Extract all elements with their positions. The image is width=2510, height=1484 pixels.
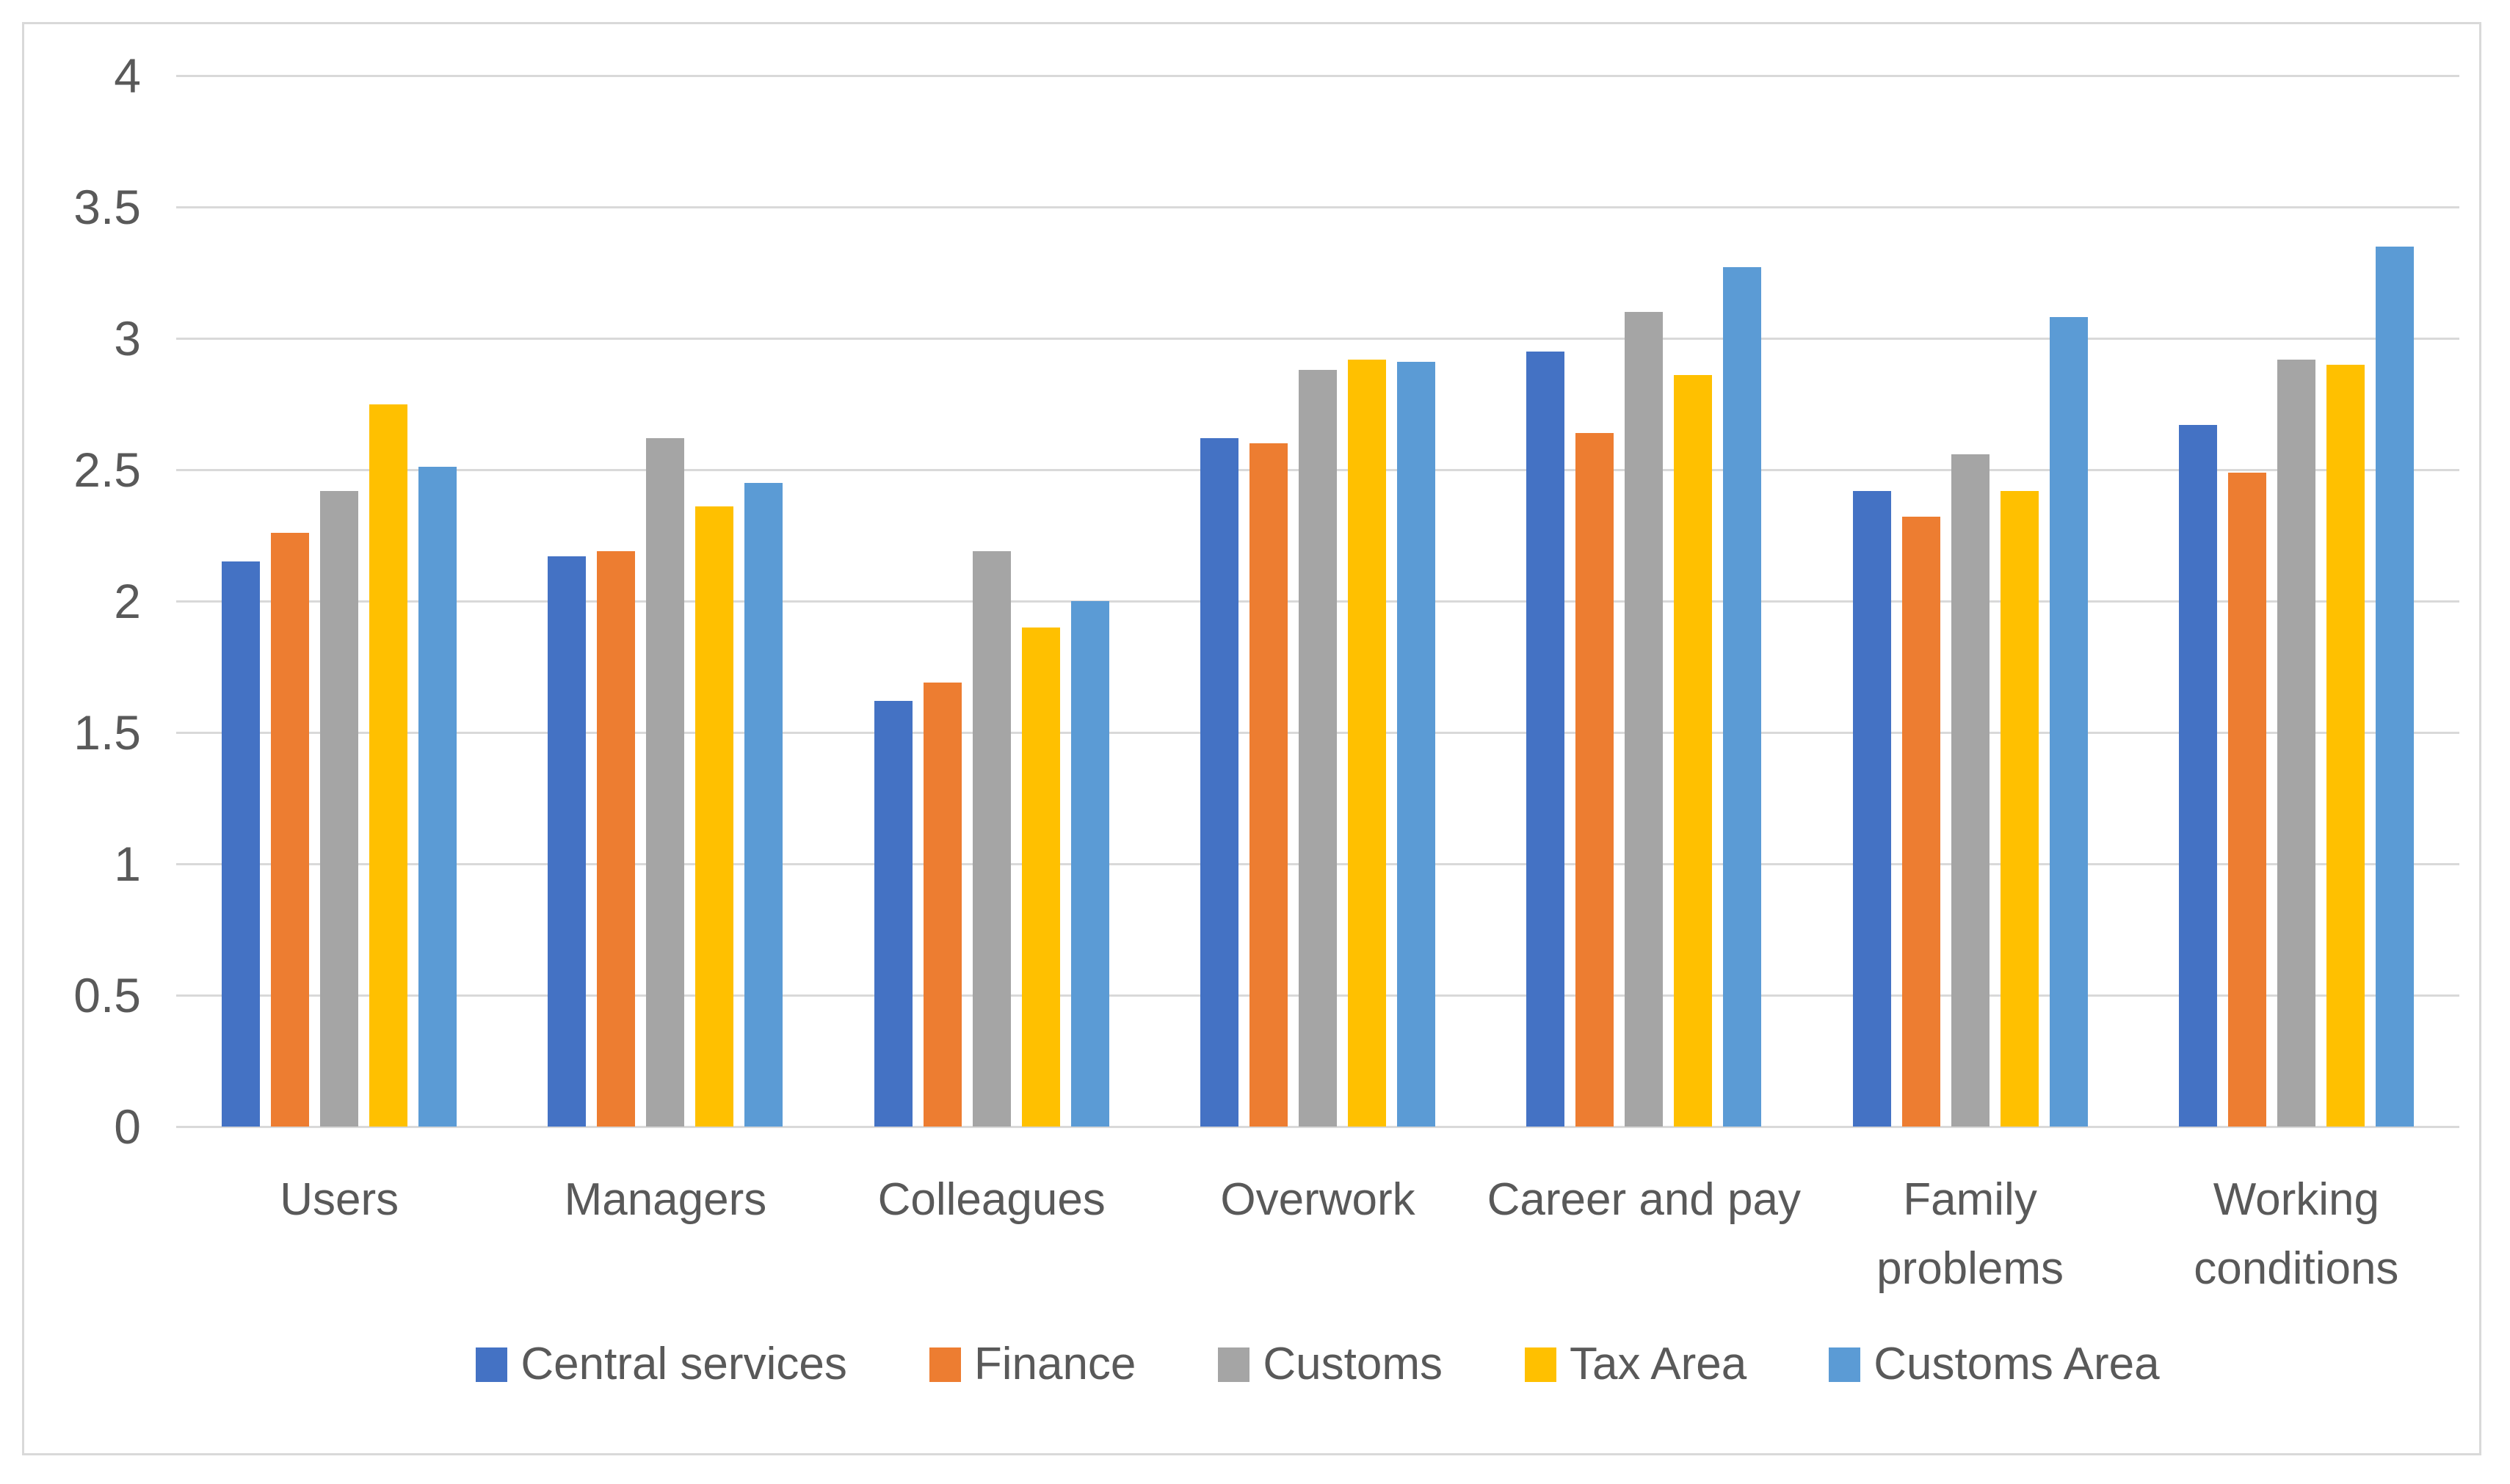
bar-group-career-and-pay (1481, 76, 1807, 1127)
bar-central-services (548, 556, 587, 1127)
y-tick-label: 0 (114, 1099, 141, 1154)
bar-finance (1575, 432, 1614, 1127)
bar-customs (1625, 312, 1664, 1127)
legend-swatch-icon (1525, 1347, 1557, 1382)
bar-tax-area (2326, 364, 2365, 1127)
bar-tax-area (369, 404, 408, 1127)
bar-central-services (1526, 351, 1565, 1127)
bar-finance (1901, 517, 1940, 1127)
y-tick-label: 0.5 (73, 968, 141, 1022)
bar-finance (271, 532, 310, 1127)
bar-central-services (2178, 425, 2217, 1127)
gridline (176, 337, 2459, 340)
x-category-label: Working conditions (2194, 1174, 2399, 1294)
y-tick-label: 1 (114, 837, 141, 891)
legend-swatch-icon (1829, 1347, 1861, 1382)
y-axis: 0 0.5 1 1.5 2 2.5 3 3.5 4 (0, 51, 141, 1151)
bar-tax-area (1674, 375, 1713, 1127)
bar-tax-area (1021, 627, 1060, 1127)
bar-finance (2227, 472, 2266, 1127)
x-category-label: Colleagues (877, 1174, 1106, 1225)
bar-tax-area (2000, 490, 2039, 1127)
x-category-label: Career and pay (1487, 1174, 1801, 1225)
bar-finance (597, 550, 636, 1127)
legend-item-finance: Finance (929, 1342, 1136, 1387)
bar-customs-area (2049, 317, 2088, 1127)
gridline (176, 205, 2459, 208)
legend-item-central-services: Central services (476, 1339, 847, 1389)
bar-tax-area (695, 506, 734, 1127)
legend: Central services Finance Customs Tax Area Cu… (176, 1342, 2459, 1387)
legend-label: Tax Area (1570, 1339, 1747, 1389)
gridline (176, 74, 2459, 77)
legend-swatch-icon (1218, 1347, 1250, 1382)
bar-customs (646, 438, 685, 1127)
bar-group-users (176, 76, 502, 1127)
x-category-label: Overwork (1220, 1174, 1415, 1225)
bar-customs-area (2375, 246, 2414, 1127)
bar-central-services (1852, 490, 1891, 1127)
bar-customs-area (1396, 362, 1435, 1127)
bar-customs-area (418, 467, 457, 1127)
bar-group-managers (502, 76, 828, 1127)
y-tick-label: 3 (114, 311, 141, 365)
bar-customs-area (744, 482, 783, 1127)
y-tick-label: 1.5 (73, 705, 141, 760)
bar-tax-area (1347, 359, 1386, 1127)
x-category-label: Users (280, 1174, 399, 1225)
x-category-label: Managers (564, 1174, 767, 1225)
x-axis: Users Managers Colleagues Overwork Career an… (176, 1165, 2459, 1303)
legend-item-tax-area: Tax Area (1525, 1342, 1747, 1387)
bar-central-services (874, 701, 913, 1127)
bars-layer (176, 76, 2459, 1127)
gridline (176, 1125, 2459, 1128)
bar-central-services (222, 561, 261, 1127)
legend-label: Finance (973, 1339, 1136, 1389)
y-tick-label: 2 (114, 574, 141, 628)
bar-finance (923, 682, 962, 1127)
y-tick-label: 3.5 (73, 180, 141, 234)
legend-label: Central services (521, 1339, 847, 1389)
legend-swatch-icon (476, 1347, 508, 1382)
bar-central-services (1200, 438, 1238, 1127)
legend-label: Customs (1263, 1339, 1443, 1389)
bar-customs (1951, 454, 1989, 1127)
x-category-label: Family problems (1876, 1174, 2064, 1294)
y-tick-label: 2.5 (73, 443, 141, 497)
legend-item-customs: Customs (1218, 1342, 1443, 1387)
y-tick-label: 4 (114, 48, 141, 103)
bar-finance (1249, 443, 1288, 1127)
bar-customs (972, 550, 1011, 1127)
bar-customs (320, 490, 359, 1127)
bar-group-family-problems (1807, 76, 2133, 1127)
bar-customs (2277, 359, 2315, 1127)
bar-group-working-conditions (2133, 76, 2459, 1127)
bar-customs-area (1070, 601, 1109, 1127)
legend-label: Customs Area (1874, 1339, 2160, 1389)
bar-customs-area (1723, 267, 1762, 1127)
bar-customs (1298, 369, 1337, 1127)
legend-swatch-icon (929, 1347, 961, 1382)
bar-group-overwork (1155, 76, 1481, 1127)
legend-item-customs-area: Customs Area (1829, 1339, 2160, 1389)
plot-area (176, 74, 2459, 1128)
bar-group-colleagues (829, 76, 1155, 1127)
